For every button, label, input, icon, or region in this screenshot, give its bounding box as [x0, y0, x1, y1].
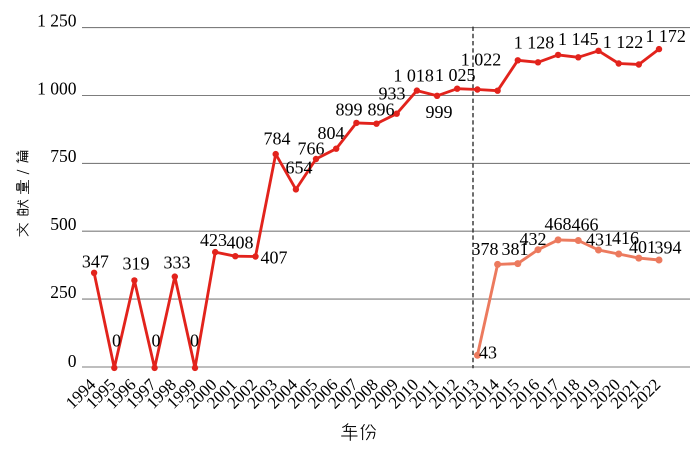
svg-text:394: 394	[655, 238, 682, 258]
svg-text:250: 250	[50, 282, 77, 302]
svg-text:1 128: 1 128	[514, 33, 555, 53]
svg-text:766: 766	[298, 139, 325, 159]
svg-text:654: 654	[286, 158, 313, 178]
svg-text:899: 899	[336, 99, 363, 119]
svg-text:1 122: 1 122	[603, 32, 644, 52]
svg-text:933: 933	[379, 84, 406, 104]
svg-text:466: 466	[572, 215, 599, 235]
svg-text:500: 500	[50, 214, 77, 234]
svg-text:431: 431	[586, 230, 613, 250]
svg-text:401: 401	[629, 237, 656, 257]
svg-text:750: 750	[50, 146, 77, 166]
svg-text:784: 784	[264, 128, 291, 148]
svg-text:896: 896	[368, 99, 395, 119]
svg-text:319: 319	[123, 254, 150, 274]
svg-text:43: 43	[479, 343, 497, 363]
svg-text:0: 0	[190, 330, 199, 350]
svg-text:468: 468	[545, 214, 572, 234]
svg-text:408: 408	[227, 233, 254, 253]
svg-text:1 000: 1 000	[37, 78, 77, 98]
svg-text:1 025: 1 025	[435, 65, 476, 85]
svg-text:1 250: 1 250	[37, 10, 77, 30]
svg-text:1 172: 1 172	[645, 26, 686, 46]
svg-text:423: 423	[200, 230, 227, 250]
svg-text:0: 0	[112, 330, 121, 350]
svg-text:1 018: 1 018	[393, 66, 434, 86]
svg-text:378: 378	[472, 239, 499, 259]
svg-text:1 145: 1 145	[558, 29, 599, 49]
svg-text:0: 0	[68, 351, 77, 371]
svg-text:999: 999	[426, 102, 453, 122]
svg-text:416: 416	[612, 228, 639, 248]
svg-text:333: 333	[164, 253, 191, 273]
svg-text:804: 804	[318, 123, 345, 143]
svg-text:347: 347	[82, 251, 109, 271]
svg-text:432: 432	[520, 229, 547, 249]
svg-text:381: 381	[502, 239, 529, 259]
svg-text:0: 0	[152, 330, 161, 350]
svg-text:407: 407	[261, 248, 288, 268]
svg-text:1 022: 1 022	[461, 50, 502, 70]
